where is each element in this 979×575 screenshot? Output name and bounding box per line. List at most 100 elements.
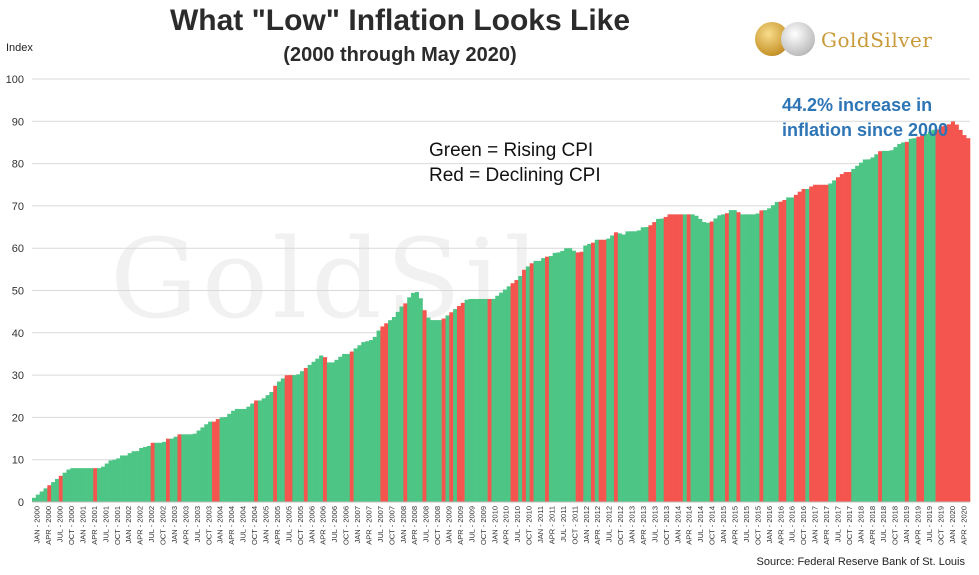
- bar-declining: [904, 141, 910, 502]
- bar-declining: [686, 214, 691, 503]
- bar-rising: [257, 400, 263, 502]
- bar-rising: [173, 436, 178, 502]
- bar-rising: [100, 466, 106, 502]
- bar-declining: [254, 400, 259, 502]
- bar-rising: [300, 371, 305, 502]
- x-tick-label: JAN - 2010: [490, 506, 499, 544]
- bar-rising: [319, 355, 324, 502]
- bar-rising: [280, 378, 285, 502]
- bar-rising: [721, 214, 726, 503]
- bar-rising: [296, 374, 301, 502]
- bar-declining: [403, 303, 408, 502]
- bar-rising: [506, 286, 511, 502]
- bar-rising: [568, 248, 573, 502]
- goldsilver-logo[interactable]: GoldSilver: [755, 22, 955, 58]
- x-tick-label: JUL - 2010: [513, 506, 522, 542]
- bar-rising: [307, 364, 312, 502]
- x-tick-label: OCT - 2004: [250, 506, 259, 545]
- bar-declining: [598, 239, 603, 503]
- bar-rising: [376, 330, 381, 502]
- bar-rising: [732, 210, 737, 502]
- bar-rising: [790, 197, 795, 502]
- x-tick-label: JAN - 2003: [170, 506, 179, 544]
- bar-rising: [391, 317, 397, 502]
- bar-declining: [590, 242, 596, 502]
- bar-declining: [966, 138, 971, 502]
- bar-rising: [774, 202, 779, 503]
- bar-rising: [870, 157, 875, 502]
- bar-declining: [380, 326, 385, 502]
- bar-rising: [464, 299, 469, 502]
- x-tick-label: OCT - 2013: [662, 506, 671, 545]
- bar-declining: [579, 251, 584, 502]
- x-tick-label: JUL - 2003: [193, 506, 202, 542]
- bar-rising: [261, 398, 266, 502]
- bar-declining: [47, 485, 52, 502]
- bar-declining: [460, 302, 465, 502]
- bar-declining: [602, 239, 607, 503]
- bar-rising: [43, 488, 48, 502]
- bar-declining: [801, 188, 806, 503]
- x-tick-label: OCT - 2019: [936, 506, 945, 545]
- x-tick-label: JUL - 2008: [422, 506, 431, 542]
- x-tick-label: JUL - 2007: [376, 506, 385, 542]
- bar-rising: [832, 180, 837, 503]
- x-tick-label: JAN - 2001: [78, 506, 87, 544]
- bar-rising: [656, 218, 661, 502]
- x-tick-label: OCT - 2016: [799, 506, 808, 545]
- x-tick-label: APR - 2012: [593, 506, 602, 545]
- bar-declining: [778, 201, 783, 503]
- bar-declining: [422, 310, 427, 502]
- x-tick-label: JUL - 2002: [147, 506, 156, 542]
- bar-rising: [927, 131, 933, 502]
- bar-rising: [146, 445, 151, 502]
- bar-declining: [288, 375, 293, 502]
- bar-declining: [793, 194, 799, 502]
- bar-rising: [636, 230, 642, 502]
- bar-rising: [326, 362, 331, 502]
- x-tick-label: OCT - 2018: [891, 506, 900, 545]
- bar-rising: [330, 362, 335, 502]
- bar-rising: [292, 375, 297, 502]
- bar-rising: [368, 340, 374, 502]
- bar-rising: [770, 205, 776, 502]
- bar-rising: [889, 150, 894, 502]
- bar-rising: [85, 468, 90, 502]
- bar-rising: [62, 472, 67, 502]
- x-tick-label: JAN - 2014: [673, 506, 682, 544]
- x-tick-label: JAN - 2000: [33, 506, 42, 544]
- bar-rising: [81, 468, 86, 502]
- bar-rising: [453, 309, 458, 502]
- x-tick-label: JAN - 2008: [399, 506, 408, 544]
- bar-rising: [89, 468, 94, 502]
- bar-rising: [250, 403, 255, 502]
- bar-declining: [671, 214, 676, 503]
- x-tick-label: JAN - 2017: [811, 506, 820, 544]
- bar-rising: [694, 215, 699, 502]
- bar-rising: [885, 150, 890, 502]
- bar-rising: [97, 468, 102, 502]
- bar-rising: [767, 208, 772, 502]
- bar-declining: [824, 184, 829, 502]
- x-tick-label: APR - 2009: [456, 506, 465, 545]
- bar-rising: [587, 243, 592, 502]
- bar-rising: [426, 317, 431, 502]
- bar-declining: [215, 419, 220, 502]
- bar-declining: [920, 133, 925, 503]
- x-tick-label: JAN - 2011: [536, 506, 545, 543]
- y-tick-label: 40: [12, 328, 24, 340]
- bar-rising: [828, 183, 833, 502]
- bar-rising: [744, 214, 749, 503]
- y-tick-label: 20: [12, 412, 24, 424]
- bar-declining: [843, 172, 848, 502]
- bar-declining: [545, 256, 550, 502]
- bar-rising: [204, 424, 209, 502]
- bar-rising: [112, 459, 117, 502]
- bar-rising: [39, 491, 44, 502]
- y-tick-label: 0: [18, 497, 24, 509]
- bar-declining: [836, 177, 841, 503]
- bar-rising: [434, 320, 439, 502]
- bar-rising: [621, 234, 626, 502]
- bar-rising: [143, 447, 148, 502]
- x-tick-label: JAN - 2015: [719, 506, 728, 544]
